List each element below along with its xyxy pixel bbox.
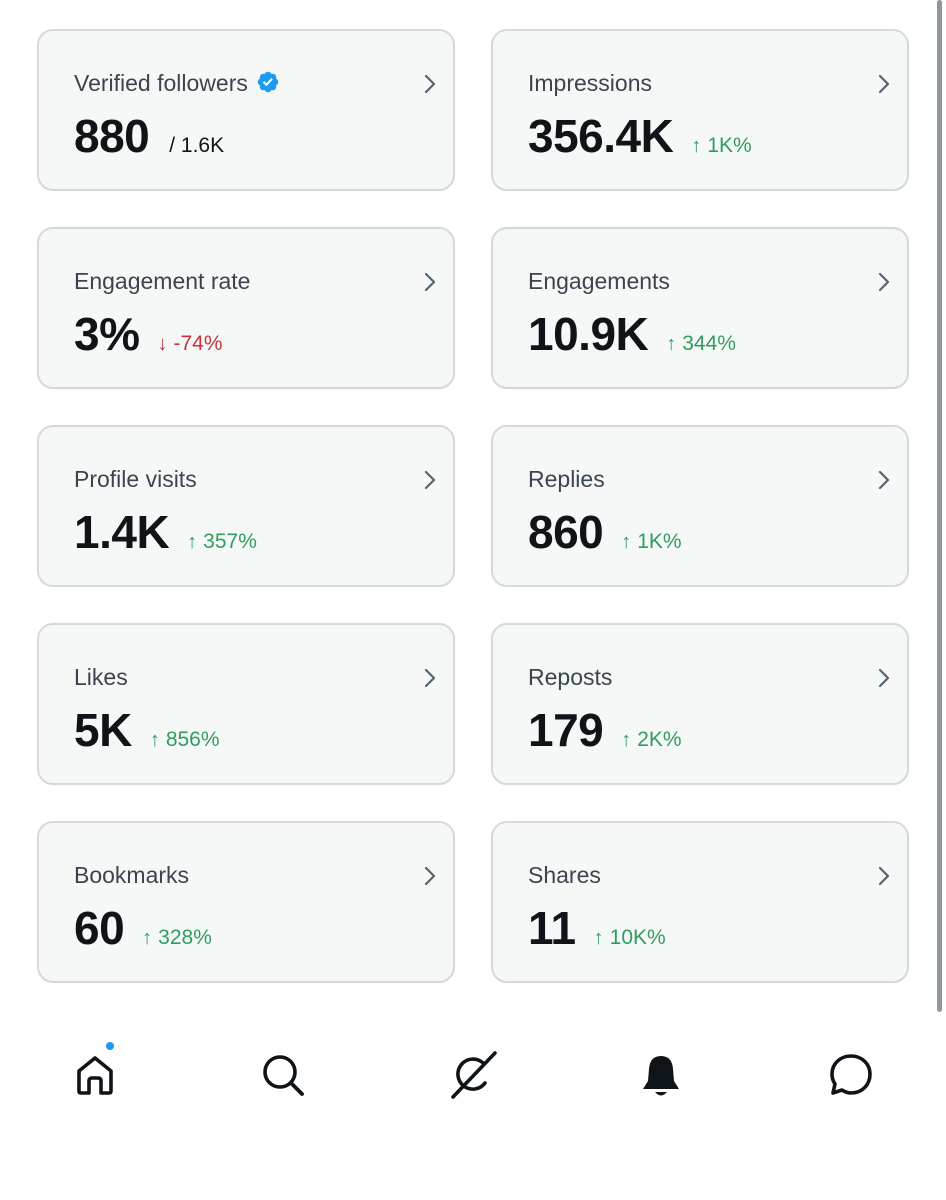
card-label: Bookmarks [74, 862, 190, 888]
metrics-grid: Verified followers 880 / 1.6K Impression… [37, 29, 909, 983]
verified-badge-icon [257, 71, 279, 93]
metric-delta: ↑ 856% [149, 728, 220, 751]
chevron-right-icon [424, 866, 436, 886]
metric-value: 1.4K [74, 506, 170, 558]
tab-home[interactable] [60, 1040, 130, 1110]
metric-delta: ↑ 344% [666, 332, 736, 355]
scrollbar[interactable] [937, 0, 942, 1012]
tab-grok[interactable] [438, 1040, 508, 1110]
card-label: Likes [74, 664, 128, 690]
bell-icon [643, 1056, 679, 1096]
value-row: 179 ↑ 2K% [528, 705, 907, 755]
arrow-down-icon: ↓ [157, 333, 168, 355]
card-label: Impressions [528, 70, 652, 96]
metric-delta: ↑ 357% [187, 530, 257, 553]
card-profile-visits[interactable]: Profile visits 1.4K ↑ 357% [37, 425, 455, 587]
chevron-right-icon [878, 470, 890, 490]
card-label: Engagements [528, 268, 670, 294]
card-verified-followers[interactable]: Verified followers 880 / 1.6K [37, 29, 455, 191]
card-likes[interactable]: Likes 5K ↑ 856% [37, 623, 455, 785]
metric-delta: ↑ 1K% [691, 134, 752, 157]
value-row: 860 ↑ 1K% [528, 507, 907, 557]
metric-value: 11 [528, 902, 576, 954]
value-row: 3% ↓ -74% [74, 309, 453, 359]
value-row: 356.4K ↑ 1K% [528, 111, 907, 161]
metric-value: 880 [74, 110, 150, 162]
metric-value: 10.9K [528, 308, 649, 360]
metric-value: 356.4K [528, 110, 674, 162]
metric-delta: ↑ 328% [142, 926, 212, 949]
card-engagements[interactable]: Engagements 10.9K ↑ 344% [491, 227, 909, 389]
chevron-right-icon [424, 668, 436, 688]
value-row: 10.9K ↑ 344% [528, 309, 907, 359]
metric-total: / 1.6K [169, 134, 225, 157]
arrow-up-icon: ↑ [593, 927, 604, 949]
card-shares[interactable]: Shares 11 ↑ 10K% [491, 821, 909, 983]
notification-dot [104, 1040, 116, 1052]
chevron-right-icon [878, 272, 890, 292]
card-replies[interactable]: Replies 860 ↑ 1K% [491, 425, 909, 587]
chevron-right-icon [424, 74, 436, 94]
card-label: Profile visits [74, 466, 197, 492]
arrow-up-icon: ↑ [666, 333, 677, 355]
value-row: 880 / 1.6K [74, 111, 453, 161]
card-label: Replies [528, 466, 605, 492]
arrow-up-icon: ↑ [621, 531, 632, 553]
value-row: 1.4K ↑ 357% [74, 507, 453, 557]
arrow-up-icon: ↑ [621, 729, 632, 751]
home-icon [77, 1056, 113, 1095]
chevron-right-icon [424, 272, 436, 292]
metric-value: 60 [74, 902, 125, 954]
chevron-right-icon [878, 866, 890, 886]
metric-delta: ↑ 10K% [593, 926, 666, 949]
chevron-right-icon [424, 470, 436, 490]
card-label: Verified followers [74, 69, 453, 97]
card-engagement-rate[interactable]: Engagement rate 3% ↓ -74% [37, 227, 455, 389]
arrow-up-icon: ↑ [187, 531, 198, 553]
arrow-up-icon: ↑ [142, 927, 153, 949]
grok-icon [451, 1051, 497, 1099]
value-row: 11 ↑ 10K% [528, 903, 907, 953]
tab-search[interactable] [248, 1040, 318, 1110]
bottom-tab-bar [0, 1040, 946, 1110]
metric-delta: ↑ 2K% [621, 728, 682, 751]
tab-notifications[interactable] [626, 1040, 696, 1110]
card-label: Reposts [528, 664, 613, 690]
metric-value: 5K [74, 704, 132, 756]
card-label: Engagement rate [74, 268, 251, 294]
metric-value: 3% [74, 308, 140, 360]
message-icon [830, 1054, 872, 1095]
tab-messages[interactable] [816, 1040, 886, 1110]
card-impressions[interactable]: Impressions 356.4K ↑ 1K% [491, 29, 909, 191]
value-row: 5K ↑ 856% [74, 705, 453, 755]
search-icon [263, 1055, 304, 1096]
arrow-up-icon: ↑ [149, 729, 160, 751]
metric-value: 860 [528, 506, 604, 558]
arrow-up-icon: ↑ [691, 135, 702, 157]
value-row: 60 ↑ 328% [74, 903, 453, 953]
card-reposts[interactable]: Reposts 179 ↑ 2K% [491, 623, 909, 785]
chevron-right-icon [878, 668, 890, 688]
metric-delta: ↓ -74% [157, 332, 223, 355]
metric-delta: ↑ 1K% [621, 530, 682, 553]
card-bookmarks[interactable]: Bookmarks 60 ↑ 328% [37, 821, 455, 983]
chevron-right-icon [878, 74, 890, 94]
metric-value: 179 [528, 704, 604, 756]
card-label: Shares [528, 862, 601, 888]
